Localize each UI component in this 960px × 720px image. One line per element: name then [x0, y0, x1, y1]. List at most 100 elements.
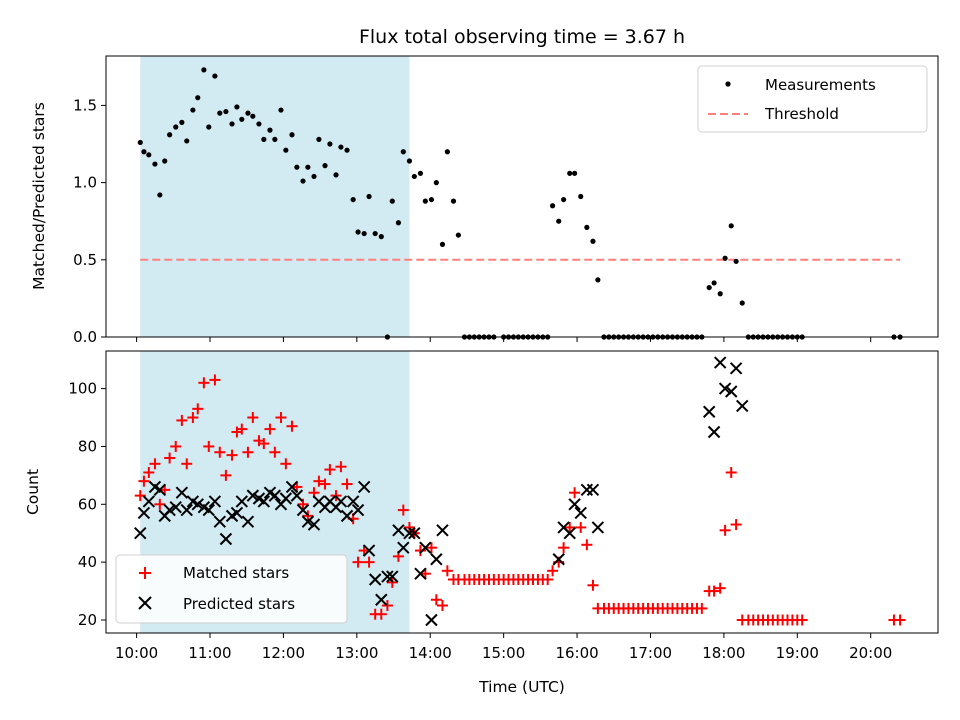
matched-star-point [220, 469, 232, 481]
predicted-star-point [175, 486, 189, 499]
matched-star-point [187, 412, 199, 424]
matched-star-point [796, 614, 808, 626]
predicted-star-point [591, 521, 605, 534]
measurement-point [217, 110, 223, 116]
predicted-star-point [191, 498, 204, 511]
matched-star-point [564, 521, 576, 533]
matched-star-point [258, 438, 270, 450]
matched-star-point [286, 420, 298, 432]
measurement-point [333, 172, 339, 178]
predicted-star-point [714, 356, 727, 369]
matched-star-point [149, 458, 161, 470]
measurement-point [561, 196, 567, 203]
x-axis-label: Time (UTC) [478, 678, 565, 696]
matched-star-point [269, 446, 281, 458]
matched-star-point [575, 521, 587, 533]
bottom-y-tick-label: 40 [78, 553, 97, 571]
predicted-star-point [430, 553, 443, 566]
measurement-point [722, 255, 728, 261]
matched-star-point [209, 374, 221, 386]
measurement-point [173, 124, 179, 130]
measurement-point [322, 163, 328, 169]
predicted-star-point [153, 483, 167, 497]
matched-star-point [569, 487, 581, 499]
predicted-star-point [202, 503, 215, 517]
bottom-y-axis-label: Count [24, 469, 42, 515]
predicted-star-point [285, 480, 299, 494]
measurement-point [272, 136, 278, 142]
measurement-point [428, 196, 435, 203]
matched-star-point [436, 600, 448, 612]
measurement-point [406, 158, 413, 164]
matched-star-point [425, 542, 437, 554]
measurement-point [717, 291, 723, 297]
predicted-star-point [290, 489, 304, 502]
predicted-star-point [208, 495, 222, 508]
bottom-y-tick-label: 60 [78, 495, 97, 513]
x-tick-label: 19:00 [776, 644, 819, 662]
measurement-point [195, 95, 201, 101]
predicted-star-point [397, 541, 410, 554]
predicted-star-point [414, 567, 427, 580]
predicted-star-point [392, 524, 405, 537]
top-y-tick-label: 0.5 [73, 251, 97, 269]
matched-star-point [894, 614, 906, 626]
measurement-point [141, 149, 147, 155]
matched-star-point [542, 573, 554, 585]
measurement-point [305, 164, 311, 170]
measurement-point [316, 136, 322, 142]
legend-measurements-marker [725, 81, 731, 87]
measurement-point [378, 234, 384, 240]
bottom-plot-frame [105, 350, 939, 634]
measurement-point [261, 136, 267, 142]
predicted-star-point [574, 506, 587, 520]
predicted-star-point [241, 515, 255, 528]
matched-star-point [181, 458, 193, 470]
predicted-star-point [381, 570, 394, 583]
measurement-point [212, 73, 218, 79]
measurement-point [289, 132, 295, 138]
bottom-y-tick-label: 100 [68, 380, 97, 398]
predicted-star-point [729, 362, 743, 375]
predicted-star-point [368, 573, 382, 586]
predicted-star-point [425, 613, 438, 627]
predicted-star-point [219, 532, 233, 546]
x-tick-label: 11:00 [188, 644, 231, 662]
measurement-point [229, 121, 235, 127]
predicted-star-point [230, 506, 244, 520]
measurement-point [152, 161, 158, 167]
measurement-point [549, 203, 556, 209]
matched-star-point [558, 542, 570, 554]
measurement-point [361, 230, 367, 237]
top-legend: Measurements Threshold [697, 65, 928, 133]
predicted-star-point [334, 495, 348, 508]
predicted-star-point [552, 553, 565, 566]
measurement-point [411, 173, 417, 180]
matched-star-point [176, 414, 188, 426]
measurement-point [400, 149, 406, 155]
matched-star-point [275, 412, 287, 424]
x-tick-label: 14:00 [409, 644, 452, 662]
x-tick-label: 20:00 [849, 644, 892, 662]
top-y-axis: 0.0 0.5 1.0 1.5 [73, 96, 106, 346]
legend-matched-label: Matched stars [183, 564, 289, 582]
top-y-tick-label: 1.5 [73, 96, 97, 114]
measurement-point [590, 238, 596, 244]
matched-star-point [313, 475, 325, 487]
measurement-point [190, 107, 196, 113]
predicted-star-point [213, 515, 226, 528]
measurement-point [206, 124, 212, 130]
measurement-point [256, 121, 262, 127]
measurement-point [179, 119, 185, 125]
measurement-point [201, 67, 207, 73]
predicted-star-point [580, 483, 594, 497]
predicted-star-point [346, 495, 360, 508]
matched-star-point [441, 565, 453, 577]
measurement-point [706, 284, 712, 291]
matched-star-point [430, 594, 442, 606]
predicted-star-point [419, 541, 432, 554]
matched-star-point [214, 446, 226, 458]
x-tick-label: 10:00 [115, 644, 158, 662]
matched-star-point [730, 519, 742, 531]
